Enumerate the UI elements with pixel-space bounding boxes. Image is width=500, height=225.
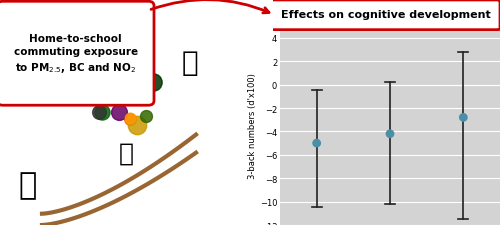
Text: Home-to-school
commuting exposure
to PM$_{2.5}$, BC and NO$_2$: Home-to-school commuting exposure to PM$… [14,34,138,74]
Point [133,123,141,127]
Point [95,111,103,115]
Point [150,81,158,84]
Point [111,81,119,85]
Y-axis label: 3-back numbers (d'x100): 3-back numbers (d'x100) [248,73,257,179]
Text: Working Memory annual  change: Working Memory annual change [300,9,480,18]
Point [126,117,134,121]
FancyBboxPatch shape [0,2,154,106]
Point [98,110,106,114]
Point [114,111,122,115]
Point [90,85,98,89]
FancyBboxPatch shape [270,1,500,31]
Point [142,115,150,118]
Point [116,89,124,92]
Text: 🚶: 🚶 [118,141,134,165]
Text: 🏫: 🏫 [182,49,198,77]
Point [120,98,128,101]
Point [126,117,134,120]
Point [460,116,468,120]
Point [312,142,320,145]
Point [386,132,394,136]
Text: 🏠: 🏠 [19,170,37,199]
Text: Effects on cognitive development: Effects on cognitive development [282,10,491,20]
